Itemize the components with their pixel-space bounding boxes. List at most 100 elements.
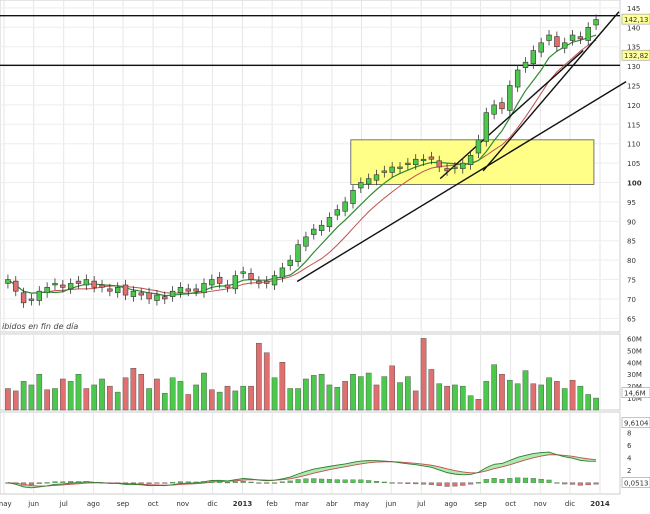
macd-histogram-bar [5,482,11,484]
x-tick-label: dic [565,500,575,508]
macd-histogram-bar [107,482,113,484]
volume-bar [83,388,90,411]
macd-histogram-bar [366,480,372,483]
volume-bar [193,384,199,411]
candle-body [75,280,82,284]
macd-histogram-bar [413,482,419,485]
volume-bar [475,399,482,411]
price-tick-label: 115 [627,121,640,129]
volume-bar [530,383,537,411]
last-price-label-bg [621,13,650,25]
candle-body [5,279,11,284]
candle-body [585,26,591,41]
macd-histogram-bar [507,478,513,483]
volume-bar [209,389,215,411]
macd-histogram-bar [232,481,238,483]
volume-bar [295,388,301,411]
candle-body [562,42,568,49]
candle-body [279,267,286,278]
macd-histogram-bar [319,478,325,483]
macd-histogram-bar [326,479,332,483]
trend-line-steep [482,11,620,172]
volume-bar [522,370,529,411]
candle-body [381,170,388,173]
macd-histogram-bar [452,482,458,487]
volume-bar [459,385,466,411]
volume-bar [483,381,490,411]
macd-histogram-bar [279,481,285,483]
volume-bar [52,388,58,411]
candle-body [83,279,90,286]
price-tick-label: 130 [627,63,640,71]
candle-body [115,287,121,294]
volume-bar [99,378,105,411]
candle-body [99,284,105,288]
volume-bar [28,384,35,411]
x-tick-label: may [0,500,12,508]
candle-body [334,209,340,216]
volume-bar [146,388,152,411]
candle-body [264,280,270,284]
macd-histogram-bar [303,478,309,483]
candle-body [420,158,427,162]
volume-bar [569,379,576,411]
candle-body [475,139,482,154]
macd-histogram-bar [381,481,387,483]
macd-histogram-bar [75,481,82,483]
macd-histogram-bar [562,482,568,485]
macd-histogram-bar [21,482,27,486]
macd-histogram-bar [264,482,270,484]
macd-histogram-bar [421,482,427,485]
volume-bar [412,390,419,411]
candle-body [52,283,58,286]
volume-bar [177,381,184,411]
note-text: ibidos en fin de día [2,322,78,331]
trend-line-medium [439,50,584,180]
macd-histogram-bar [130,482,136,484]
candle-body [554,36,560,47]
macd-histogram-bar [36,482,42,484]
macd-histogram-bar [483,479,489,483]
candle-body [436,160,442,168]
candle-body [452,166,458,169]
price-tick-label: 100 [627,180,642,188]
macd-tick-label: 4 [627,455,632,463]
price-tick-label: 110 [627,141,640,149]
volume-bar [279,362,286,411]
volume-bar [514,383,521,411]
macd-histogram-bar [248,481,254,483]
volume-bar [420,338,427,411]
candle-body [224,284,231,288]
candle-body [326,217,333,228]
candle-body [177,287,184,294]
volume-bar [5,388,11,411]
x-tick-label: sep [474,500,487,508]
price-tick-label: 95 [627,199,636,207]
volume-bar [389,365,395,411]
price-tick-label: 135 [627,44,640,52]
candle-body [538,42,544,53]
candle-body [20,292,27,304]
macd-histogram-bar [217,481,223,483]
volume-tick-label: 40M [627,359,642,367]
x-tick-label: jun [27,500,39,508]
volume-bar [107,385,113,411]
volume-bar [405,376,411,411]
volume-tick-label: 50M [627,347,642,355]
volume-bar [365,372,372,411]
candle-body [358,182,364,189]
volume-bar [334,387,341,411]
candle-body [389,166,395,173]
macd-histogram-bar [83,481,89,483]
candle-body [60,284,66,288]
candle-body [28,298,35,301]
macd-histogram-bar [475,482,481,484]
candle-body [162,296,168,300]
macd-histogram-bar [28,482,34,486]
volume-last-label: 14,6M [624,390,646,398]
macd-histogram-bar [201,481,207,483]
candle-body [169,290,176,297]
price-tick-label: 140 [627,24,640,32]
